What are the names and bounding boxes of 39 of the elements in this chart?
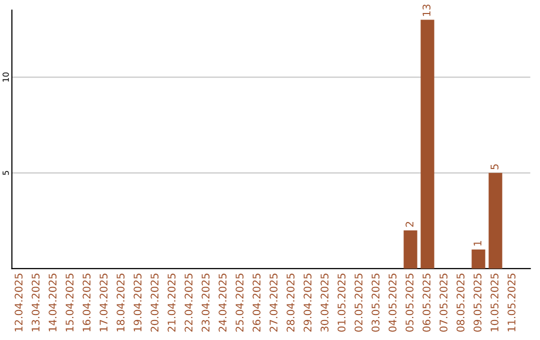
bar — [404, 230, 418, 269]
x-tick-label: 05.05.2025 — [406, 274, 414, 332]
x-tick-label: 07.05.2025 — [440, 274, 448, 332]
bar — [488, 172, 502, 269]
x-tick-label: 20.04.2025 — [150, 274, 159, 332]
x-tick-label: 18.04.2025 — [116, 274, 125, 332]
x-tick-label: 27.04.2025 — [270, 274, 278, 332]
x-tick-label: 28.04.2025 — [286, 274, 294, 332]
x-tick-label: 17.04.2025 — [100, 274, 108, 332]
x-tick-label: 21.04.2025 — [168, 274, 176, 332]
x-tick-label: 26.04.2025 — [252, 274, 261, 332]
x-tick-label: 15.04.2025 — [66, 274, 74, 332]
x-tick-label: 08.05.2025 — [456, 274, 464, 332]
y-tick-label: 10 — [2, 72, 9, 82]
x-tick-label: 09.05.2025 — [474, 274, 482, 332]
x-tick-label: 10.05.2025 — [490, 274, 498, 332]
x-tick-label: 04.05.2025 — [388, 274, 396, 332]
x-tick-label: 03.05.2025 — [372, 274, 380, 332]
data-label: 2 — [406, 222, 414, 227]
x-tick-label: 22.04.2025 — [184, 274, 193, 332]
data-label: 1 — [474, 241, 482, 246]
x-tick-label: 16.04.2025 — [82, 274, 91, 332]
bar — [420, 20, 434, 269]
x-tick-label: 29.04.2025 — [304, 274, 312, 332]
x-tick-label: 12.04.2025 — [14, 274, 23, 332]
x-tick-label: 23.04.2025 — [202, 274, 210, 332]
x-tick-label: 13.04.2025 — [32, 274, 40, 332]
x-tick-label: 24.04.2025 — [218, 274, 227, 332]
x-tick-label: 25.04.2025 — [236, 274, 244, 332]
x-tick-label: 06.05.2025 — [422, 274, 430, 332]
x-tick-label: 14.04.2025 — [48, 274, 57, 332]
x-tick-label: 11.05.2025 — [508, 274, 516, 332]
x-tick-label: 01.05.2025 — [338, 274, 346, 332]
x-tick-label: 02.05.2025 — [354, 274, 362, 332]
data-label: 5 — [490, 164, 498, 170]
x-tick-label: 30.04.2025 — [320, 274, 328, 332]
data-label: 13 — [422, 4, 430, 16]
bar — [472, 249, 486, 269]
x-tick-label: 19.04.2025 — [134, 274, 142, 332]
